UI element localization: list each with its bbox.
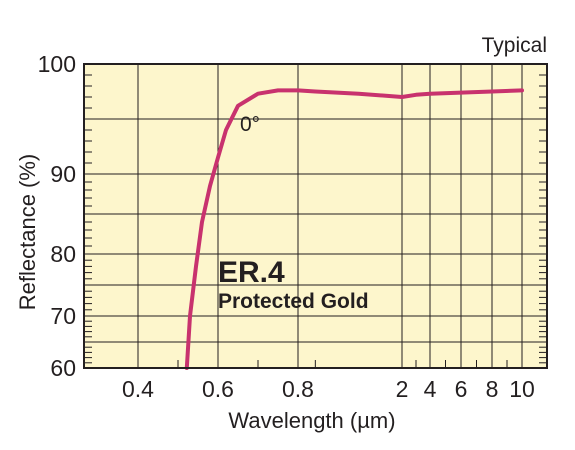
- y-tick-label: 90: [50, 161, 76, 187]
- product-code: ER.4: [218, 256, 285, 289]
- x-axis-label: Wavelength (µm): [228, 408, 395, 433]
- x-tick-labels: 0.4 0.6 0.8 2 4 6 8 10: [122, 376, 535, 402]
- x-tick-label: 0.6: [202, 376, 234, 402]
- x-tick-label: 6: [455, 376, 468, 402]
- y-tick-label: 70: [50, 303, 76, 329]
- x-tick-label: 0.4: [122, 376, 154, 402]
- x-tick-label: 4: [424, 376, 437, 402]
- y-tick-labels: 60 70 80 90 100: [38, 51, 76, 381]
- series-line-0deg: [184, 88, 524, 370]
- plot-frame: [83, 63, 548, 369]
- y-tick-label: 60: [50, 355, 76, 381]
- y-tick-label: 80: [50, 241, 76, 267]
- y-minor-ticks: [84, 74, 547, 368]
- x-tick-label: 0.8: [282, 376, 314, 402]
- typical-note: Typical: [482, 34, 547, 57]
- x-tick-label: 2: [396, 376, 409, 402]
- y-axis-label: Reflectance (%): [15, 154, 40, 311]
- x-tick-label: 8: [486, 376, 499, 402]
- series-label: 0°: [240, 113, 260, 136]
- y-tick-label: 100: [38, 51, 76, 77]
- x-tick-label: 10: [509, 376, 535, 402]
- series-layer: [184, 88, 524, 370]
- plot-background: [84, 64, 547, 368]
- product-name: Protected Gold: [218, 290, 369, 313]
